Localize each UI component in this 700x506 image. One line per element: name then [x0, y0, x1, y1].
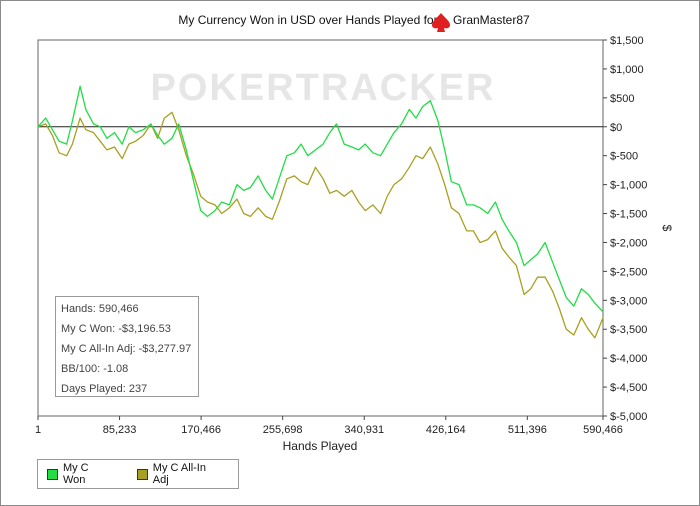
watermark-text: POKERTRACKER — [151, 67, 496, 109]
plot-area — [37, 39, 604, 417]
chart-title-player: GranMaster87 — [453, 13, 530, 27]
y-axis-label: $ — [660, 225, 674, 232]
y-tick-label: $-500 — [610, 151, 638, 163]
legend-item-won[interactable]: My C Won — [47, 462, 114, 486]
spade-icon — [432, 13, 450, 32]
y-tick-label: $-1,000 — [610, 180, 647, 192]
legend-label-allin: My C All-In Adj — [152, 462, 206, 486]
y-tick-label: $-4,000 — [610, 353, 647, 365]
legend-item-allin[interactable]: My C All-In Adj — [136, 462, 224, 486]
y-tick-label: $-3,500 — [610, 324, 647, 336]
x-axis: 1 85,233 170,466 255,698 340,931 426,164 511,3… — [35, 416, 623, 436]
stats-box: Hands: 590,466 My C Won: -$3,196.53 My C… — [55, 296, 199, 397]
y-tick-label: $-2,500 — [610, 266, 647, 278]
x-tick-label: 340,931 — [344, 424, 384, 436]
stat-allin: My C All-In Adj: -$3,277.97 — [61, 343, 192, 355]
x-tick-label: 426,164 — [426, 424, 466, 436]
legend-swatch-allin — [136, 468, 148, 480]
y-tick-label: $500 — [610, 93, 634, 105]
chart-title: My Currency Won in USD over Hands Played… — [178, 13, 437, 27]
y-axis: $1,500 $1,000 $500 $0 $-500 $-1,000 $-1,500 $-2… — [38, 35, 647, 423]
x-tick-label: 170,466 — [181, 424, 221, 436]
x-tick-label: 590,466 — [583, 424, 623, 436]
y-tick-label: $1,000 — [610, 64, 644, 76]
stat-won: My C Won: -$3,196.53 — [61, 323, 171, 335]
series-line-won — [37, 85, 604, 313]
y-tick-label: $1,500 — [610, 35, 644, 47]
series-line-allin — [37, 111, 604, 339]
x-axis-label: Hands Played — [283, 439, 358, 453]
chart-title-main: My Currency Won in USD over Hands Played… — [178, 13, 437, 27]
y-tick-label: $-1,500 — [610, 209, 647, 221]
y-tick-label: $0 — [610, 122, 622, 134]
x-tick-label: 255,698 — [263, 424, 303, 436]
y-tick-label: $-2,000 — [610, 237, 647, 249]
y-tick-label: $-5,000 — [610, 411, 647, 423]
legend-label-won: My C Won — [62, 462, 89, 486]
x-tick-label: 511,396 — [508, 424, 547, 436]
x-tick-label: 85,233 — [103, 424, 137, 436]
stat-bb100: BB/100: -1.08 — [61, 363, 129, 375]
legend: My C Won My C All-In Adj — [37, 459, 239, 489]
y-tick-label: $-4,500 — [610, 382, 647, 394]
x-tick-label: 1 — [35, 424, 41, 436]
stat-hands: Hands: 590,466 — [61, 303, 139, 315]
series-lines — [37, 85, 604, 339]
legend-swatch-won — [47, 468, 58, 480]
y-tick-label: $-3,000 — [610, 295, 647, 307]
stat-days: Days Played: 237 — [61, 383, 148, 395]
